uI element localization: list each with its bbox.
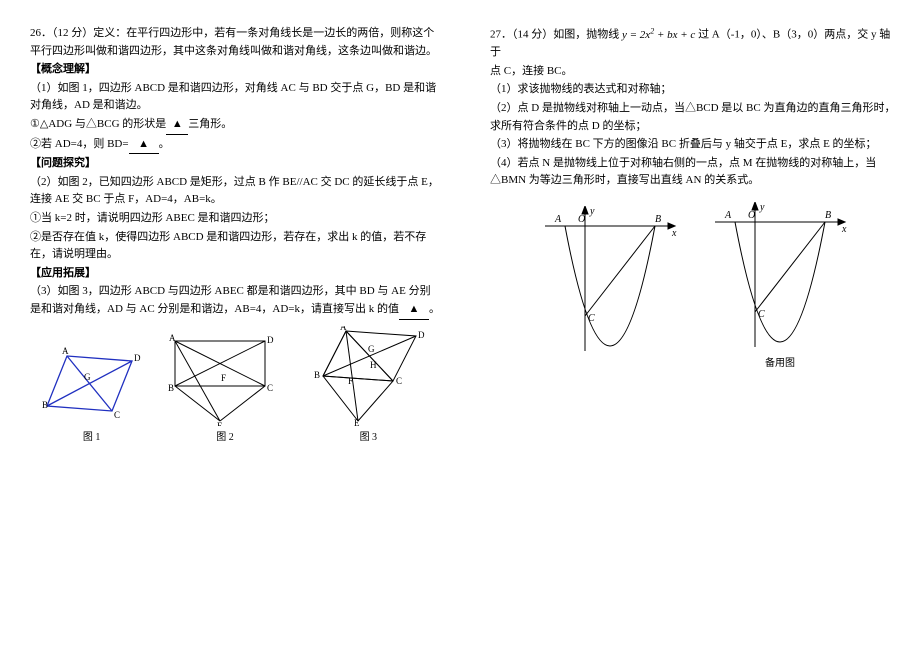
left-column: 26．（12 分）定义：在平行四边形中，若有一条对角线长是一边长的两倍，则称这个…: [0, 0, 460, 453]
q26-s1b-tail: 三角形。: [188, 118, 232, 130]
q26-s1c-line: ②若 AD=4，则 BD=▲。: [30, 136, 440, 155]
q26-s2h: 【问题探究】: [30, 155, 440, 173]
svg-text:B: B: [314, 370, 320, 380]
q26-s1b-line: ①△ADG 与△BCG 的形状是▲三角形。: [30, 116, 440, 135]
q27-formula: y = 2x2 + bx + c: [622, 29, 695, 41]
q26-s3a: （3）如图 3，四边形 ABCD 与四边形 ABEC 都是和谐四边形，其中 BD…: [30, 285, 431, 315]
svg-text:O: O: [578, 214, 585, 225]
caption-main: [609, 358, 612, 369]
svg-text:B: B: [168, 383, 174, 393]
parabola-backup: A O B x y C 备用图: [710, 202, 850, 369]
svg-text:D: D: [134, 353, 141, 363]
figure-3-svg: A D C B E G H F: [308, 326, 428, 426]
svg-text:O: O: [748, 210, 755, 221]
svg-text:A: A: [62, 346, 69, 356]
q27-header: 27．（14 分）如图，抛物线 y = 2x2 + bx + c 过 A（-1，…: [490, 25, 900, 62]
q26-s1c-tail: 。: [159, 138, 170, 150]
svg-text:H: H: [370, 360, 377, 370]
svg-text:F: F: [221, 373, 226, 383]
q26-s1b: ①△ADG 与△BCG 的形状是: [30, 118, 166, 130]
q27-header-c: 点 C，连接 BC。: [490, 63, 900, 81]
page-container: 26．（12 分）定义：在平行四边形中，若有一条对角线长是一边长的两倍，则称这个…: [0, 0, 920, 453]
q27-p4: （4）若点 N 是抛物线上位于对称轴右侧的一点，点 M 在抛物线的对称轴上，当△…: [490, 155, 900, 190]
svg-text:D: D: [418, 330, 425, 340]
figure-1: A D C B G 图 1: [42, 346, 142, 443]
svg-text:A: A: [340, 326, 347, 332]
svg-text:y: y: [759, 202, 765, 213]
svg-text:A: A: [724, 210, 732, 221]
q26-s1a: （1）如图 1，四边形 ABCD 是和谐四边形，对角线 AC 与 BD 交于点 …: [30, 80, 440, 115]
svg-text:x: x: [841, 224, 847, 235]
q26-figures: A D C B G 图 1: [30, 326, 440, 443]
svg-text:y: y: [589, 206, 595, 217]
svg-text:B: B: [42, 400, 48, 410]
q26-s3a-line: （3）如图 3，四边形 ABCD 与四边形 ABEC 都是和谐四边形，其中 BD…: [30, 283, 440, 319]
svg-text:C: C: [267, 383, 273, 393]
q27-p1: （1）求该抛物线的表达式和对称轴；: [490, 81, 900, 99]
q27-p3: （3）将抛物线在 BC 下方的图像沿 BC 折叠后与 y 轴交于点 E，求点 E…: [490, 136, 900, 154]
caption-1: 图 1: [83, 428, 101, 443]
figure-2-svg: A D B C F E: [165, 331, 285, 426]
svg-text:E: E: [217, 421, 223, 426]
q27-p2: （2）点 D 是抛物线对称轴上一动点，当△BCD 是以 BC 为直角边的直角三角…: [490, 100, 900, 135]
q26-s3a-tail: 。: [429, 303, 440, 315]
svg-text:C: C: [588, 313, 595, 324]
caption-2: 图 2: [216, 428, 234, 443]
figure-1-svg: A D C B G: [42, 346, 142, 426]
q26-s3h: 【应用拓展】: [30, 265, 440, 283]
parabola-backup-svg: A O B x y C: [710, 202, 850, 352]
figure-2: A D B C F E 图 2: [165, 331, 285, 443]
q26-s2a: （2）如图 2，已知四边形 ABCD 是矩形，过点 B 作 BE//AC 交 D…: [30, 174, 440, 209]
blank-k: ▲: [399, 301, 429, 320]
svg-text:F: F: [348, 376, 353, 386]
svg-text:C: C: [114, 410, 120, 420]
figure-3: A D C B E G H F 图 3: [308, 326, 428, 443]
q26-s2c: ②是否存在值 k，使得四边形 ABCD 是和谐四边形，若存在，求出 k 的值，若…: [30, 229, 440, 264]
blank-triangle: ▲: [166, 116, 188, 135]
q26-s1c: ②若 AD=4，则 BD=: [30, 138, 129, 150]
q26-s1h: 【概念理解】: [30, 61, 440, 79]
svg-text:A: A: [554, 214, 562, 225]
q27-figures: A O B x y C: [490, 202, 900, 369]
q27-header-a: 27．（14 分）如图，抛物线: [490, 29, 622, 41]
svg-text:B: B: [655, 214, 661, 225]
parabola-main: A O B x y C: [540, 206, 680, 369]
q26-s2b: ①当 k=2 时，请说明四边形 ABEC 是和谐四边形；: [30, 210, 440, 228]
caption-backup: 备用图: [765, 354, 795, 369]
svg-text:B: B: [825, 210, 831, 221]
svg-text:G: G: [84, 372, 91, 382]
svg-text:x: x: [671, 228, 677, 239]
q26-header: 26．（12 分）定义：在平行四边形中，若有一条对角线长是一边长的两倍，则称这个…: [30, 25, 440, 60]
blank-bd: ▲: [129, 136, 159, 155]
svg-text:E: E: [354, 418, 360, 426]
svg-text:C: C: [758, 309, 765, 320]
svg-text:G: G: [368, 344, 375, 354]
caption-3: 图 3: [360, 428, 378, 443]
svg-text:C: C: [396, 376, 402, 386]
right-column: 27．（14 分）如图，抛物线 y = 2x2 + bx + c 过 A（-1，…: [460, 0, 920, 453]
svg-text:A: A: [169, 333, 176, 343]
svg-text:D: D: [267, 335, 274, 345]
parabola-main-svg: A O B x y C: [540, 206, 680, 356]
